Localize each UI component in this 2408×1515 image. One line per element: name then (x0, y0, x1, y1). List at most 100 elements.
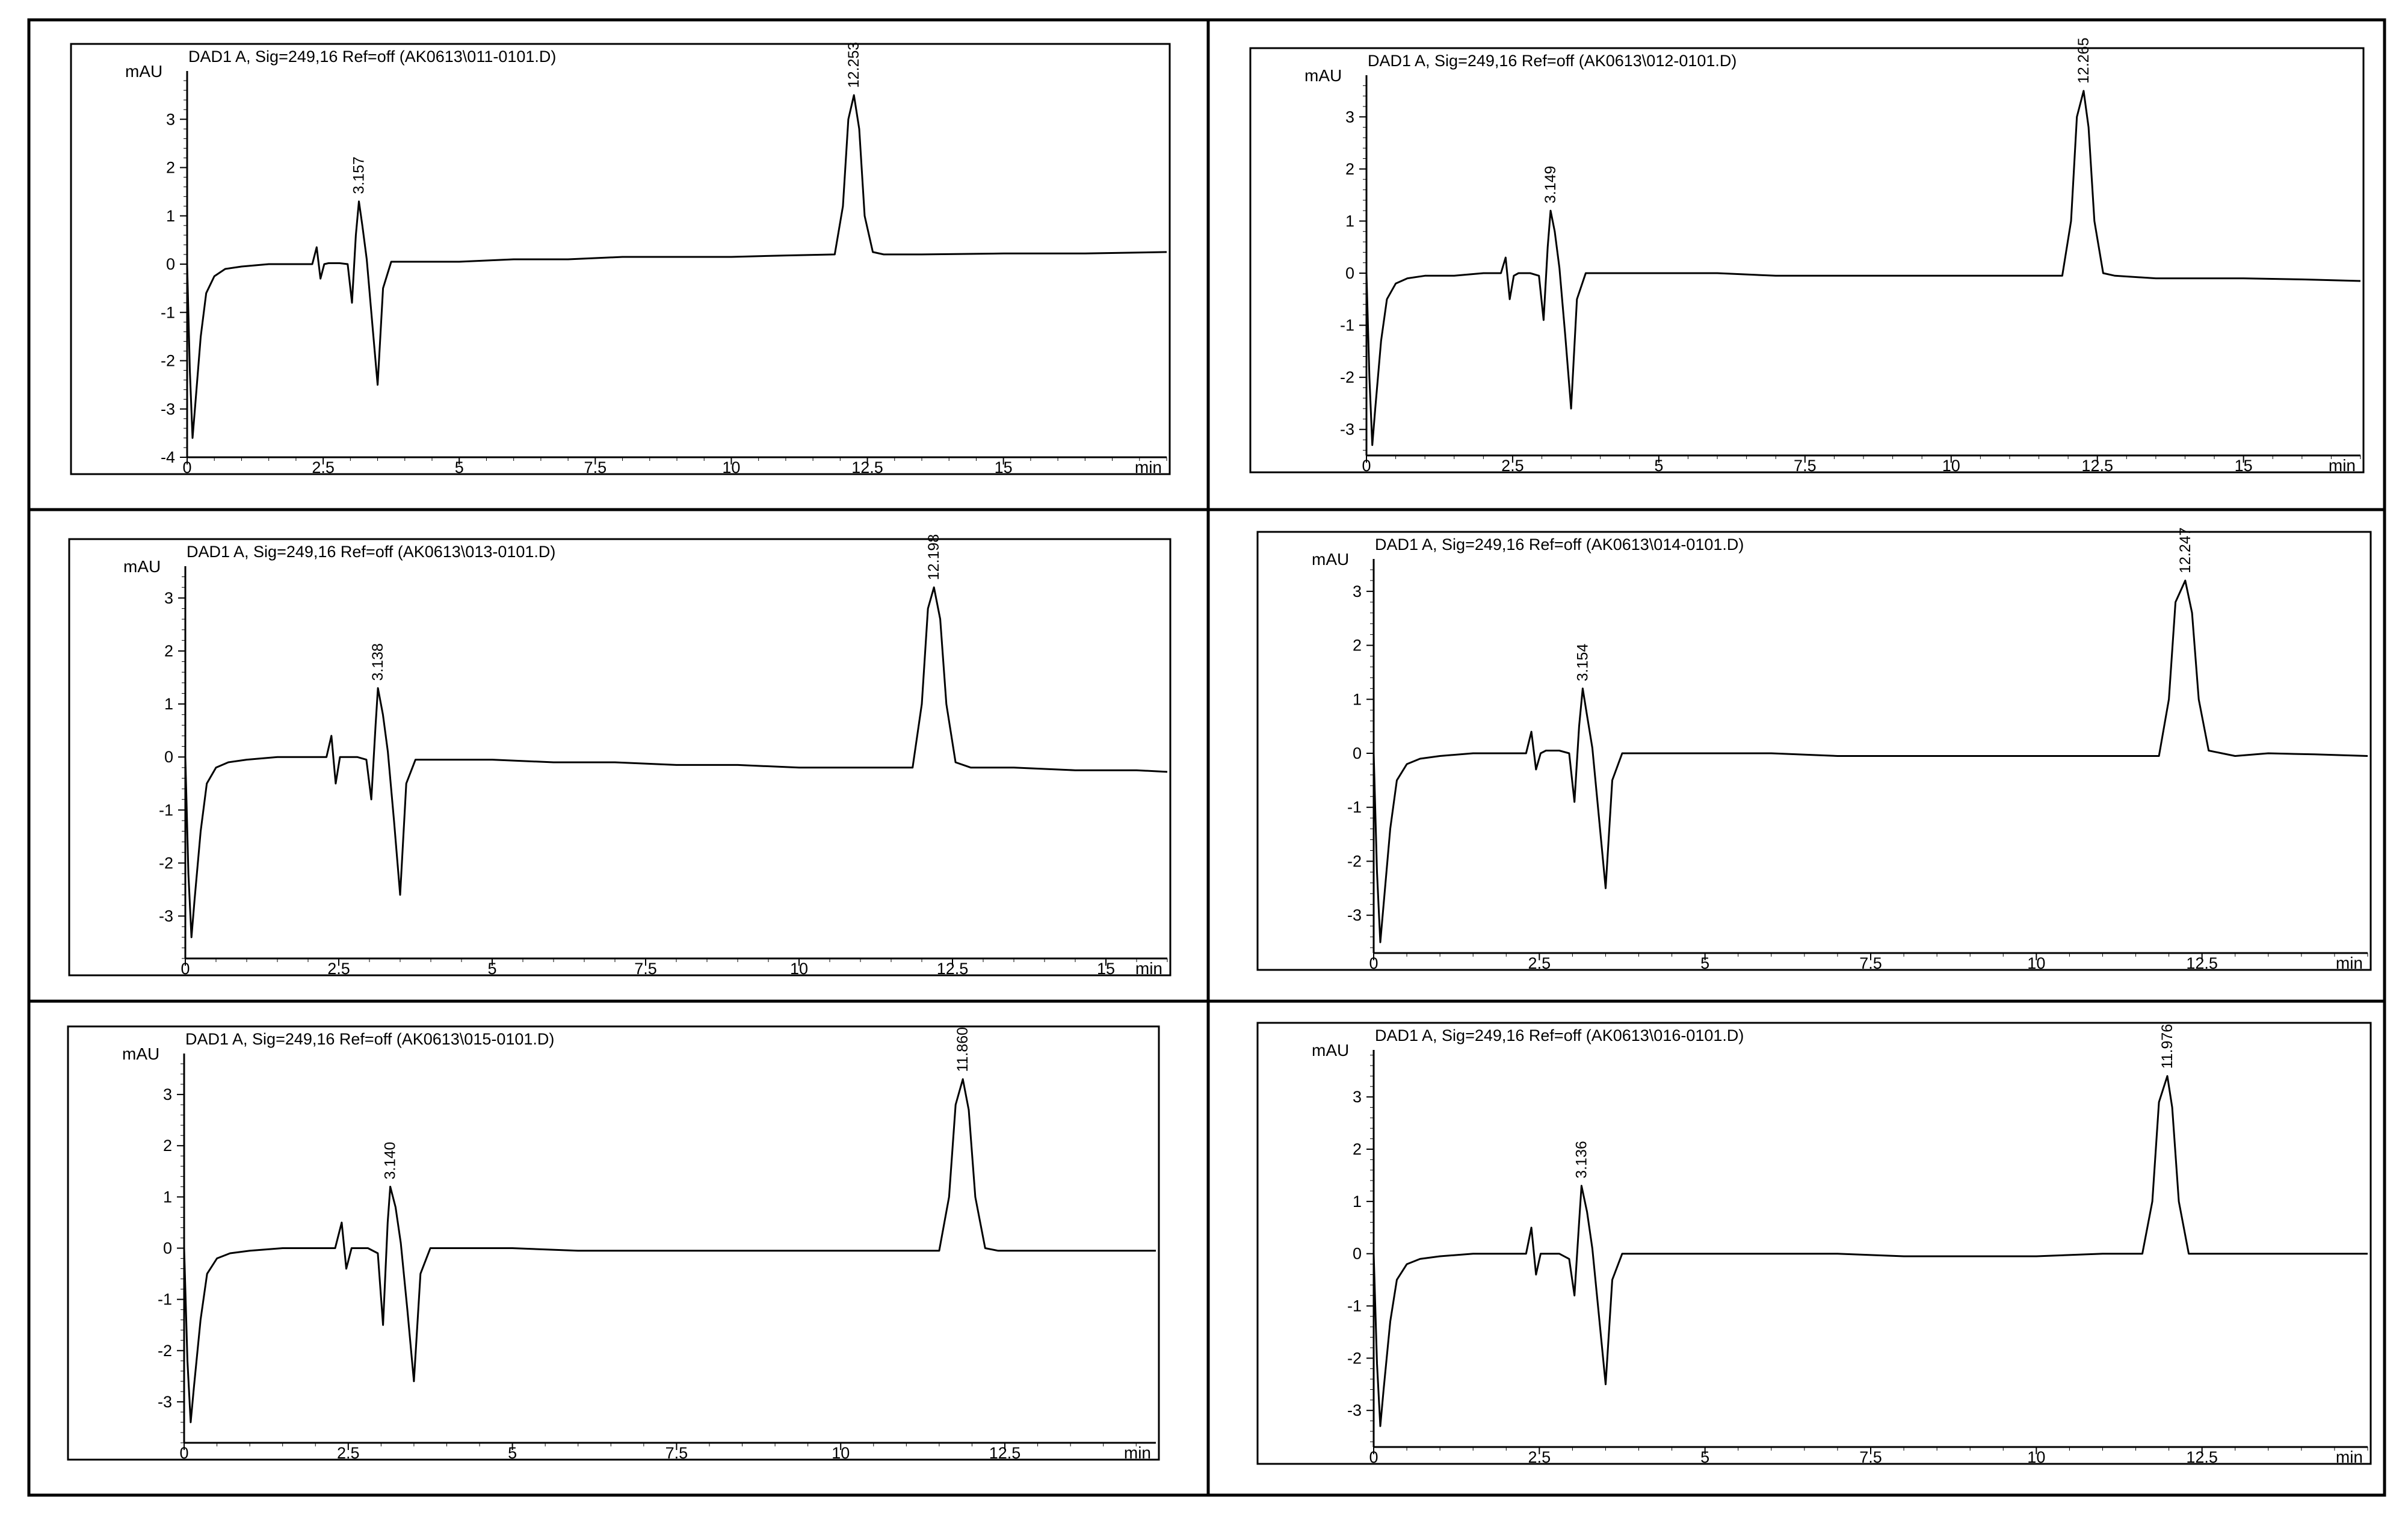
panel-frame (1249, 47, 2365, 474)
peak-label-2: 12.253 (845, 42, 862, 88)
x-tick-label: 10 (2027, 954, 2045, 972)
y-axis-label: mAU (1312, 1041, 1349, 1060)
peak-label-1: 3.136 (1573, 1141, 1590, 1179)
y-tick-label: 3 (1353, 1088, 1362, 1106)
x-tick-label: 5 (1654, 457, 1663, 475)
y-tick-label: 3 (163, 1085, 172, 1103)
peak-label-2: 11.860 (954, 1027, 971, 1072)
y-tick-label: 1 (1353, 1193, 1362, 1211)
x-tick-label: 2.5 (327, 960, 350, 978)
series-line-1 (1372, 579, 2368, 943)
peak-label-2: 12.198 (925, 534, 942, 580)
y-tick-label: -1 (159, 801, 173, 819)
x-tick-label: 7.5 (1859, 954, 1882, 972)
x-axis-label: min (1135, 959, 1162, 978)
series-line-1 (1365, 90, 2361, 446)
y-tick-label: -1 (161, 303, 175, 321)
y-axis-label: mAU (122, 1044, 159, 1063)
chart-panel-5: DAD1 A, Sig=249,16 Ref=off (AK0613\015-0… (67, 1025, 1160, 1462)
y-tick-label: -1 (1347, 1297, 1362, 1315)
x-tick-label: 7.5 (1859, 1448, 1882, 1466)
series-line-1 (1372, 1075, 2368, 1427)
y-tick-label: 0 (166, 255, 175, 273)
x-axis-label: min (1135, 458, 1162, 477)
y-tick-label: 0 (1353, 1245, 1362, 1263)
peak-label-2: 11.976 (2159, 1024, 2176, 1069)
x-tick-label: 5 (508, 1444, 517, 1462)
x-axis-label: min (2336, 1448, 2363, 1466)
panel-frame (1256, 531, 2372, 971)
y-tick-label: 3 (164, 589, 173, 607)
x-tick-label: 10 (790, 960, 808, 978)
y-tick-label: 2 (163, 1137, 172, 1155)
chart-panel-3: DAD1 A, Sig=249,16 Ref=off (AK0613\013-0… (68, 534, 1172, 978)
y-tick-label: 1 (166, 207, 175, 225)
chart-title: DAD1 A, Sig=249,16 Ref=off (AK0613\015-0… (185, 1030, 554, 1048)
x-tick-label: 12.5 (2186, 954, 2218, 972)
series-line-1 (184, 586, 1168, 939)
chart-panel-2: DAD1 A, Sig=249,16 Ref=off (AK0613\012-0… (1249, 38, 2365, 475)
y-tick-label: -1 (1347, 798, 1362, 816)
peak-label-1: 3.157 (351, 156, 368, 194)
x-tick-label: 15 (1097, 960, 1115, 978)
y-tick-label: 3 (166, 110, 175, 128)
panel-frame (67, 1025, 1160, 1461)
x-tick-label: 7.5 (584, 458, 607, 477)
series-line-1 (186, 94, 1167, 439)
x-tick-label: 12.5 (2186, 1448, 2218, 1466)
peak-label-1: 3.140 (382, 1142, 399, 1180)
x-tick-label: 15 (995, 458, 1013, 477)
y-tick-label: -3 (161, 400, 175, 418)
y-tick-label: 0 (163, 1239, 172, 1257)
y-tick-label: 2 (164, 642, 173, 660)
peak-label-1: 3.154 (1574, 644, 1591, 682)
x-axis-label: min (2329, 456, 2356, 475)
y-tick-label: -1 (158, 1291, 172, 1309)
y-tick-label: -3 (1347, 1401, 1362, 1419)
peak-label-2: 12.265 (2075, 38, 2092, 84)
y-tick-label: 3 (1353, 582, 1362, 600)
y-tick-label: 0 (1345, 264, 1354, 282)
chart-title: DAD1 A, Sig=249,16 Ref=off (AK0613\016-0… (1375, 1026, 1744, 1044)
x-axis-label: min (1124, 1443, 1151, 1462)
peak-label-1: 3.149 (1542, 166, 1559, 204)
x-tick-label: 10 (722, 458, 740, 477)
y-tick-label: -2 (1340, 368, 1354, 386)
x-tick-label: 10 (2027, 1448, 2045, 1466)
x-tick-label: 12.5 (937, 960, 969, 978)
x-tick-label: 0 (181, 960, 190, 978)
y-axis-label: mAU (1312, 550, 1349, 569)
y-tick-label: -3 (1347, 906, 1362, 924)
x-axis-label: min (2336, 954, 2363, 972)
y-axis-label: mAU (123, 557, 161, 576)
y-tick-label: -2 (159, 854, 173, 872)
x-tick-label: 5 (487, 960, 496, 978)
y-tick-label: 2 (166, 159, 175, 177)
y-tick-label: -1 (1340, 316, 1354, 335)
x-tick-label: 10 (832, 1444, 850, 1462)
x-tick-label: 5 (1700, 1448, 1709, 1466)
y-tick-label: 3 (1345, 108, 1354, 126)
x-tick-label: 5 (1700, 954, 1709, 972)
x-tick-label: 10 (1942, 457, 1960, 475)
x-tick-label: 15 (2235, 457, 2253, 475)
x-tick-label: 0 (179, 1444, 188, 1462)
y-tick-label: 1 (1345, 212, 1354, 230)
x-tick-label: 5 (455, 458, 464, 477)
y-tick-label: -2 (1347, 1349, 1362, 1367)
chart-panel-4: DAD1 A, Sig=249,16 Ref=off (AK0613\014-0… (1256, 527, 2372, 972)
x-tick-label: 7.5 (634, 960, 657, 978)
x-tick-label: 12.5 (989, 1444, 1021, 1462)
chart-panel-1: DAD1 A, Sig=249,16 Ref=off (AK0613\011-0… (70, 42, 1171, 477)
chart-title: DAD1 A, Sig=249,16 Ref=off (AK0613\013-0… (187, 543, 555, 561)
x-tick-label: 2.5 (1501, 457, 1524, 475)
x-tick-label: 0 (182, 458, 191, 477)
y-axis-label: mAU (125, 62, 162, 81)
x-tick-label: 7.5 (1794, 457, 1817, 475)
chart-title: DAD1 A, Sig=249,16 Ref=off (AK0613\014-0… (1375, 535, 1744, 554)
y-tick-label: 2 (1353, 1140, 1362, 1158)
y-tick-label: 1 (163, 1188, 172, 1206)
chart-title: DAD1 A, Sig=249,16 Ref=off (AK0613\011-0… (188, 48, 556, 66)
y-tick-label: -2 (161, 352, 175, 370)
